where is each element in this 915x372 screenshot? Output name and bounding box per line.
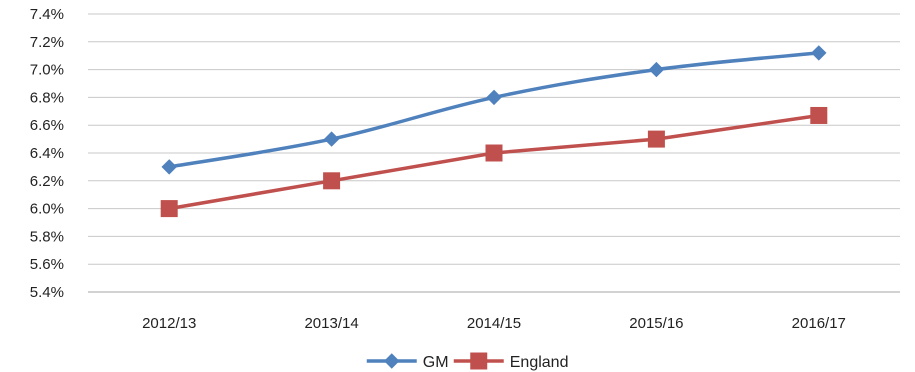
series-line-england	[168, 113, 820, 211]
data-point-gm	[648, 61, 665, 78]
x-tick-label: 2015/16	[629, 315, 683, 332]
legend-label-england: England	[510, 354, 569, 371]
data-point-gm	[811, 45, 827, 61]
legend-marker-gm	[384, 353, 400, 369]
x-tick-label: 2013/14	[304, 315, 358, 332]
data-point-england	[160, 200, 178, 218]
y-tick-label: 7.0%	[30, 62, 64, 79]
data-point-england	[810, 106, 828, 124]
data-point-gm	[161, 159, 177, 175]
x-tick-label: 2016/17	[792, 315, 846, 332]
data-point-gm	[486, 89, 502, 106]
y-tick-label: 7.2%	[30, 34, 64, 51]
data-point-england	[323, 172, 341, 190]
y-tick-label: 6.8%	[30, 89, 64, 106]
y-tick-label: 5.6%	[30, 256, 64, 273]
y-tick-label: 5.8%	[30, 228, 64, 245]
y-tick-label: 7.4%	[30, 6, 64, 23]
data-point-england	[485, 144, 503, 162]
x-tick-label: 2014/15	[467, 315, 521, 332]
data-point-gm	[323, 131, 340, 147]
legend-marker-england	[470, 352, 488, 370]
y-tick-label: 6.2%	[30, 173, 64, 190]
y-tick-label: 5.4%	[30, 284, 64, 301]
y-tick-label: 6.0%	[30, 201, 64, 218]
data-point-england	[647, 130, 665, 148]
legend-label-gm: GM	[423, 354, 449, 371]
y-tick-label: 6.4%	[30, 145, 64, 162]
x-tick-label: 2012/13	[142, 315, 196, 332]
y-tick-label: 6.6%	[30, 117, 64, 134]
